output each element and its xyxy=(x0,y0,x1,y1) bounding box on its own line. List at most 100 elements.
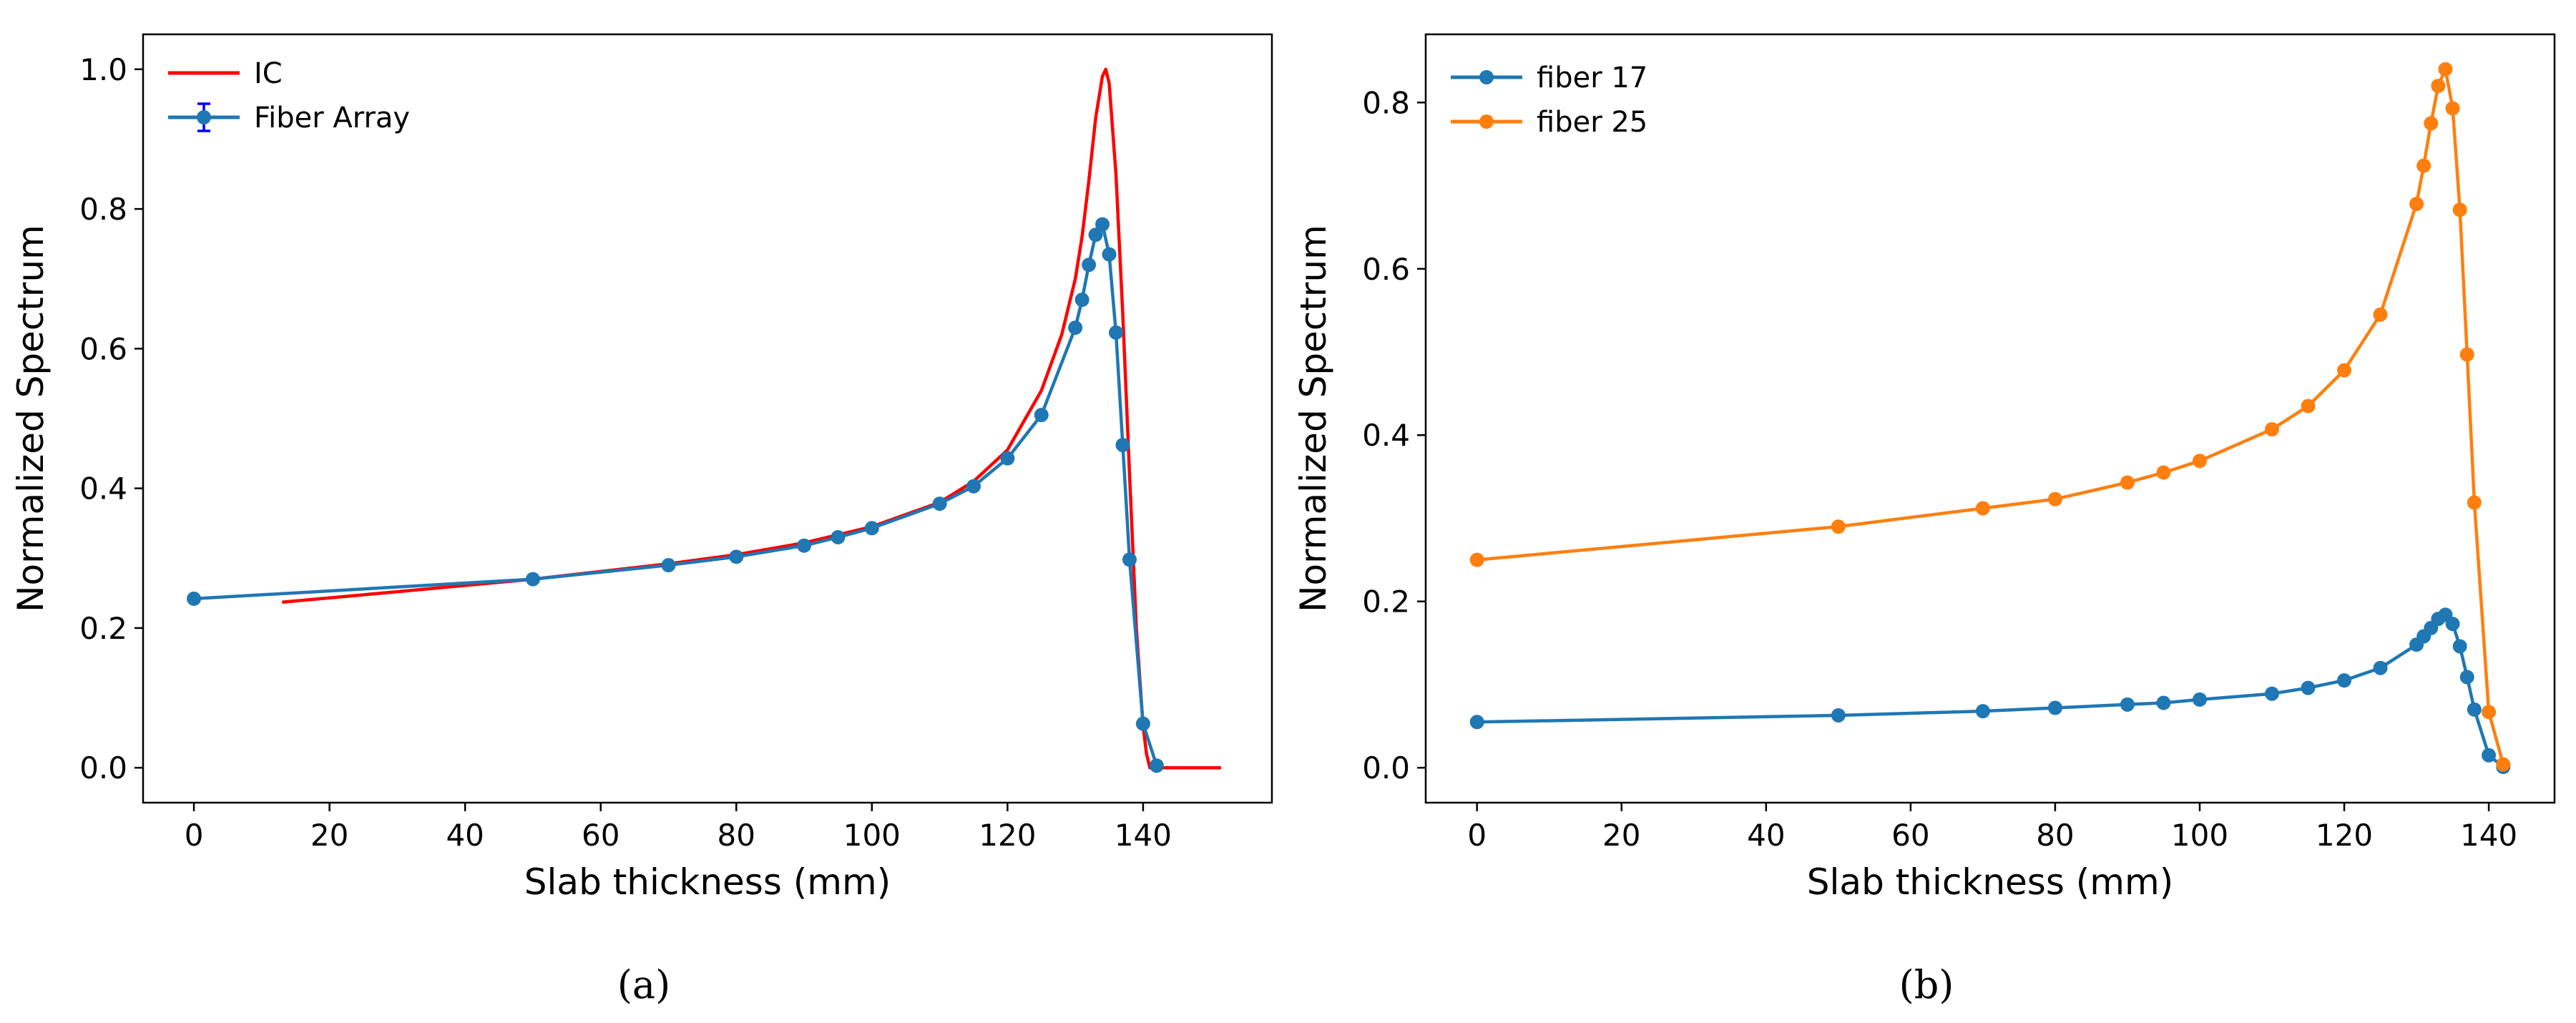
panel-b-series-fiber-25-point-0 xyxy=(1469,552,1484,567)
panel-a-series-fiber-array-point-15 xyxy=(1095,217,1110,232)
panel-b: 0 20 40 60 80 100 120 140 0.0 0.2 0.4 0.6 0.8 fiber … xyxy=(1293,33,2556,1007)
panel-a-series-fiber-array-point-8 xyxy=(966,479,981,494)
panel-a-caption: (a) xyxy=(617,962,670,1007)
panel-a-series-fiber-array-point-16 xyxy=(1102,247,1117,262)
panel-b-legend-fiber-17-marker xyxy=(1479,70,1494,84)
panel-b-caption: (b) xyxy=(1899,962,1954,1007)
panel-a-series-fiber-array-point-19 xyxy=(1122,552,1137,567)
panel-a-x-tick-label-1: 20 xyxy=(310,818,348,853)
panel-b-x-tick-label-2: 40 xyxy=(1747,818,1785,853)
panel-b-x-axis-label: Slab thickness (mm) xyxy=(1807,861,2173,903)
panel-a-legend-fiber-array-marker xyxy=(197,110,211,124)
panel-a-series-fiber-array-point-5 xyxy=(831,529,846,544)
panel-a: 0 20 40 60 80 100 120 140 0.0 0.2 0.4 0.6 0.8 1.0 IC … xyxy=(10,33,1273,1007)
panel-a-series-fiber-array-point-11 xyxy=(1068,320,1083,336)
panel-b-y-tick-label-1: 0.2 xyxy=(1362,584,1410,620)
panel-b-series-fiber-17-point-17 xyxy=(2452,639,2467,654)
panel-a-legend: IC Fiber Array xyxy=(168,57,410,134)
panel-b-series-fiber-17-point-4 xyxy=(2120,697,2135,712)
panel-b-series-fiber-17-point-0 xyxy=(1469,715,1484,730)
panel-b-series-fiber-25-point-20 xyxy=(2482,705,2497,720)
panel-a-series xyxy=(187,67,1221,773)
panel-a-series-fiber-array-point-0 xyxy=(187,591,202,606)
panel-b-y-tick-label-4: 0.8 xyxy=(1362,85,1410,120)
panel-a-series-fiber-array-point-7 xyxy=(932,496,947,512)
panel-b-x-tick-label-4: 80 xyxy=(2036,818,2074,853)
panel-a-plot-frame xyxy=(142,33,1273,804)
panel-a-x-tick-label-3: 60 xyxy=(582,818,619,853)
panel-b-series-fiber-17-point-2 xyxy=(1975,704,1990,719)
panel-b-series-fiber-17-point-20 xyxy=(2482,748,2497,763)
panel-b-series-fiber-17-point-3 xyxy=(2047,700,2062,715)
panel-a-x-tick-label-6: 120 xyxy=(979,818,1036,853)
panel-b-series-fiber-25-point-10 xyxy=(2373,307,2388,322)
panel-b-x-tick-label-0: 0 xyxy=(1467,818,1487,853)
panel-a-series-fiber-array-point-6 xyxy=(864,521,879,536)
panel-b-y-axis-label: Normalized Spectrum xyxy=(1293,225,1334,612)
panel-b-series xyxy=(1469,62,2511,775)
panel-b-series-fiber-17-point-7 xyxy=(2264,686,2279,701)
panel-a-series-fiber-array-point-18 xyxy=(1115,438,1130,453)
panel-a-legend-fiber-array-label: Fiber Array xyxy=(254,102,410,134)
panel-b-series-fiber-25-point-5 xyxy=(2156,465,2171,480)
panel-a-series-fiber-array-point-14 xyxy=(1088,227,1103,243)
panel-b-series-fiber-25-point-13 xyxy=(2424,116,2439,131)
panel-b-series-fiber-25-point-12 xyxy=(2416,158,2431,173)
panel-b-series-fiber-17-point-16 xyxy=(2445,617,2460,632)
panel-a-series-fiber-array-point-12 xyxy=(1074,293,1089,308)
panel-b-x-tick-label-3: 60 xyxy=(1891,818,1929,853)
panel-b-ticks: 0 20 40 60 80 100 120 140 0.0 0.2 0.4 0.6 0.8 xyxy=(1362,85,2517,853)
panel-b-series-fiber-25-point-8 xyxy=(2301,398,2316,413)
panel-b-series-fiber-17-point-19 xyxy=(2467,702,2482,717)
panel-a-series-fiber-array-point-3 xyxy=(729,549,744,564)
panel-b-series-fiber-17-line xyxy=(1476,613,2504,768)
panel-a-series-fiber-array-point-4 xyxy=(797,538,812,553)
panel-a-series-fiber-array-point-13 xyxy=(1082,258,1097,273)
panel-a-series-fiber-array-point-20 xyxy=(1135,716,1150,731)
panel-a-series-fiber-array-point-1 xyxy=(525,572,540,587)
panel-b-series-fiber-17-point-6 xyxy=(2192,692,2207,707)
panel-b-series-fiber-17-point-5 xyxy=(2156,695,2171,710)
panel-a-series-fiber-array-point-10 xyxy=(1034,408,1049,423)
panel-a-y-tick-label-3: 0.6 xyxy=(79,331,127,366)
panel-b-y-tick-label-3: 0.6 xyxy=(1362,252,1410,287)
panel-b-series-fiber-25-point-15 xyxy=(2438,62,2453,77)
panel-a-y-tick-label-4: 0.8 xyxy=(79,192,127,227)
panel-b-series-fiber-25-point-6 xyxy=(2192,454,2207,469)
panel-b-series-fiber-17-point-10 xyxy=(2373,660,2388,675)
panel-b-series-fiber-25-point-14 xyxy=(2431,79,2446,94)
panel-b-series-fiber-25-point-18 xyxy=(2459,347,2474,362)
panel-b-x-tick-label-6: 120 xyxy=(2316,818,2373,853)
panel-a-y-tick-label-0: 0.0 xyxy=(79,750,127,785)
panel-a-series-fiber-array-point-2 xyxy=(661,558,676,573)
panel-b-series-fiber-25-point-7 xyxy=(2264,422,2279,437)
panel-b-series-fiber-25-point-21 xyxy=(2496,757,2511,772)
panel-b-series-fiber-25-point-3 xyxy=(2047,491,2062,506)
panel-b-series-fiber-25-line xyxy=(1476,67,2505,765)
panel-a-series-fiber-array-point-21 xyxy=(1149,758,1164,773)
panel-b-series-fiber-17-point-9 xyxy=(2337,673,2352,688)
panel-b-plot-frame xyxy=(1424,33,2556,804)
panel-b-y-tick-label-0: 0.0 xyxy=(1362,750,1410,785)
panel-b-series-fiber-25-point-1 xyxy=(1831,519,1846,534)
panel-a-y-axis-label: Normalized Spectrum xyxy=(10,225,52,612)
panel-a-x-tick-label-7: 140 xyxy=(1115,818,1172,853)
panel-a-y-tick-label-2: 0.4 xyxy=(79,471,127,506)
panel-a-series-fiber-array-point-9 xyxy=(1000,451,1015,466)
panel-b-series-fiber-17-point-8 xyxy=(2301,680,2316,695)
panel-b-series-fiber-25-point-9 xyxy=(2337,363,2352,378)
panel-a-y-tick-label-5: 1.0 xyxy=(79,52,127,87)
panel-b-legend-fiber-17-label: fiber 17 xyxy=(1537,62,1647,94)
panel-b-legend-fiber-25-label: fiber 25 xyxy=(1537,106,1647,139)
panel-a-ticks: 0 20 40 60 80 100 120 140 0.0 0.2 0.4 0.6 0.8 1.0 xyxy=(79,52,1172,853)
panel-a-x-tick-label-5: 100 xyxy=(843,818,901,853)
panel-b-series-fiber-25-point-16 xyxy=(2445,101,2460,116)
panel-b-x-tick-label-5: 100 xyxy=(2171,818,2228,853)
panel-b-series-fiber-17-point-18 xyxy=(2459,670,2474,685)
panel-a-series-fiber-array-point-17 xyxy=(1109,325,1124,340)
panel-b-series-fiber-25-point-4 xyxy=(2120,475,2135,490)
panel-b-y-tick-label-2: 0.4 xyxy=(1362,418,1410,453)
panel-a-x-axis-label: Slab thickness (mm) xyxy=(524,861,891,903)
